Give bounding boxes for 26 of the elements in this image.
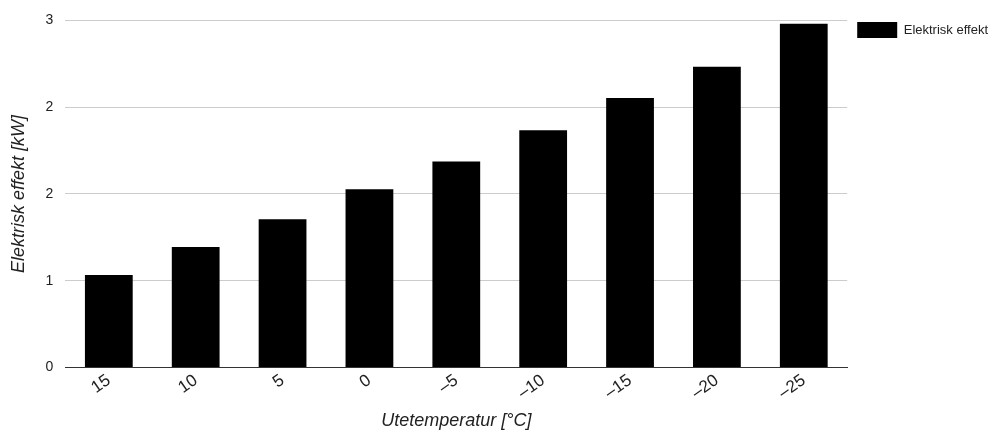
x-tick-label: –10	[514, 370, 549, 403]
y-tick-label: 3	[45, 11, 54, 28]
y-tick-label: 2	[45, 184, 54, 201]
y-axis-title: Elektrisk effekt [kW]	[7, 113, 28, 273]
bar	[693, 66, 741, 367]
bar	[779, 23, 828, 367]
x-tick-label: 0	[355, 370, 375, 392]
x-axis-title: Utetemperatur [°C]	[381, 410, 533, 431]
bar	[258, 219, 307, 367]
x-tick-label: –20	[687, 370, 722, 403]
y-tick-label: 0	[45, 358, 54, 375]
x-tick-label: –25	[774, 370, 809, 403]
bar	[84, 274, 133, 367]
legend-label: Elektrisk effekt	[903, 21, 989, 37]
y-tick-label: 2	[45, 98, 54, 115]
bar	[432, 161, 481, 367]
x-tick-label: –5	[434, 370, 462, 397]
x-tick-label: –15	[600, 370, 636, 403]
x-tick-label: 10	[174, 370, 201, 397]
bar	[606, 97, 654, 367]
bar	[345, 189, 394, 367]
x-tick-label: 5	[268, 370, 288, 392]
x-tick-label: 15	[87, 370, 114, 397]
bar	[171, 247, 220, 367]
y-tick-label: 1	[45, 271, 54, 288]
bar	[519, 130, 568, 367]
